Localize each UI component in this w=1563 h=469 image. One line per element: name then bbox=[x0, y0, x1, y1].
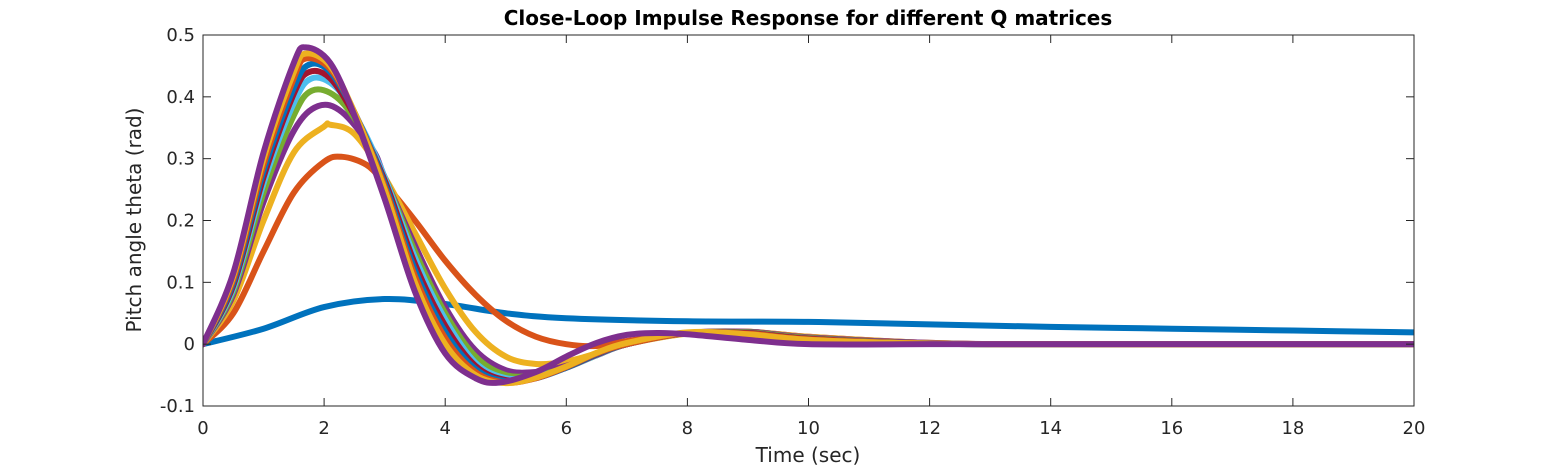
series-line-11 bbox=[203, 44, 1414, 386]
y-tick-label: 0.2 bbox=[166, 211, 195, 232]
plot-area bbox=[203, 35, 1414, 406]
x-tick-label: 18 bbox=[1281, 418, 1304, 439]
x-tick-label: 10 bbox=[797, 418, 820, 439]
y-tick-label: 0 bbox=[184, 334, 195, 355]
y-tick-label: -0.1 bbox=[160, 396, 195, 417]
x-tick-label: 2 bbox=[318, 418, 329, 439]
x-tick-label: 0 bbox=[197, 418, 208, 439]
x-axis-label: Time (sec) bbox=[755, 443, 861, 467]
x-tick-label: 20 bbox=[1403, 418, 1426, 439]
series-layer bbox=[203, 44, 1414, 387]
x-tick-label: 6 bbox=[561, 418, 572, 439]
x-tick-label: 12 bbox=[918, 418, 941, 439]
y-tick-label: 0.1 bbox=[166, 272, 195, 293]
x-tick-label: 8 bbox=[682, 418, 693, 439]
y-tick-label: 0.4 bbox=[166, 87, 195, 108]
tick-layer: 0 2 4 6 8 10 12 14 16 18 20-0.100.10.20.30.40.5 bbox=[160, 25, 1426, 439]
y-axis-label: Pitch angle theta (rad) bbox=[122, 108, 146, 333]
x-tick-label: 4 bbox=[439, 418, 450, 439]
y-tick-label: 0.3 bbox=[166, 149, 195, 170]
x-tick-label: 14 bbox=[1039, 418, 1062, 439]
series-line-1 bbox=[203, 295, 1414, 348]
x-tick-label: 16 bbox=[1160, 418, 1183, 439]
y-tick-label: 0.5 bbox=[166, 25, 195, 46]
chart-title: Close-Loop Impulse Response for differen… bbox=[504, 6, 1113, 30]
